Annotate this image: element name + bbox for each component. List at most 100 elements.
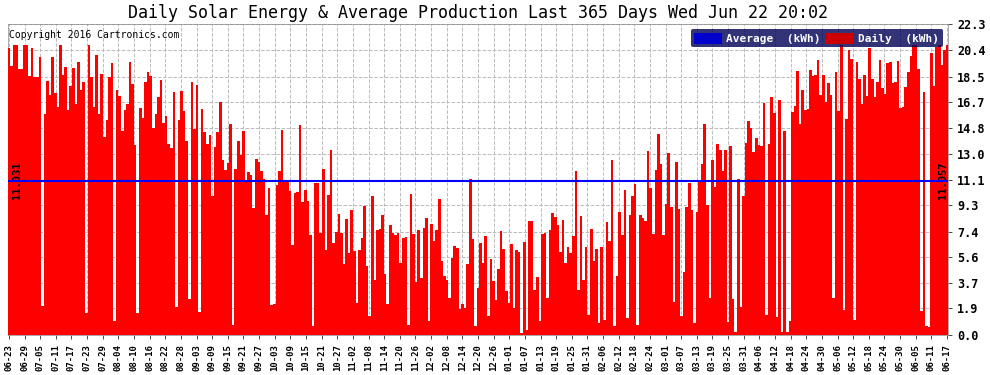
Bar [603, 320, 606, 335]
Bar [786, 332, 788, 335]
Bar [132, 84, 134, 335]
Bar [296, 192, 299, 335]
Bar [420, 278, 423, 335]
Bar [670, 207, 672, 335]
Bar [907, 72, 910, 335]
Bar [822, 75, 825, 335]
Bar [178, 120, 180, 335]
Bar [224, 170, 227, 335]
Bar [248, 172, 249, 335]
Bar [446, 280, 448, 335]
Bar [606, 222, 608, 335]
Bar [49, 94, 51, 335]
Bar [346, 219, 347, 335]
Bar [884, 94, 886, 335]
Bar [693, 323, 696, 335]
Bar [67, 110, 69, 335]
Bar [172, 92, 175, 335]
Bar [355, 303, 358, 335]
Bar [335, 232, 338, 335]
Bar [897, 61, 899, 335]
Bar [363, 206, 366, 335]
Bar [490, 259, 492, 335]
Bar [458, 309, 461, 335]
Bar [534, 290, 536, 335]
Bar [526, 330, 529, 335]
Bar [744, 143, 747, 335]
Bar [260, 171, 262, 335]
Bar [850, 59, 853, 335]
Bar [866, 96, 868, 335]
Bar [513, 308, 516, 335]
Bar [415, 282, 418, 335]
Bar [539, 321, 542, 335]
Bar [871, 79, 873, 335]
Bar [51, 57, 54, 335]
Bar [765, 315, 768, 335]
Bar [858, 80, 860, 335]
Bar [80, 90, 82, 335]
Bar [742, 196, 744, 335]
Bar [119, 96, 121, 335]
Bar [360, 238, 363, 335]
Bar [762, 104, 765, 335]
Bar [124, 110, 126, 335]
Bar [654, 170, 657, 335]
Bar [249, 175, 252, 335]
Bar [243, 131, 245, 335]
Bar [368, 316, 371, 335]
Bar [698, 182, 701, 335]
Bar [678, 209, 680, 335]
Bar [561, 220, 564, 335]
Bar [204, 132, 206, 335]
Bar [245, 181, 248, 335]
Bar [619, 212, 621, 335]
Bar [265, 214, 268, 335]
Bar [59, 45, 61, 335]
Bar [85, 312, 87, 335]
Bar [410, 194, 412, 335]
Bar [36, 77, 39, 335]
Bar [770, 97, 773, 335]
Bar [580, 216, 582, 335]
Title: Daily Solar Energy & Average Production Last 365 Days Wed Jun 22 20:02: Daily Solar Energy & Average Production … [128, 4, 828, 22]
Bar [162, 123, 164, 335]
Bar [752, 152, 755, 335]
Bar [680, 316, 683, 335]
Bar [384, 274, 386, 335]
Bar [283, 180, 286, 335]
Bar [781, 332, 783, 335]
Bar [18, 69, 21, 335]
Bar [717, 144, 719, 335]
Bar [103, 137, 106, 335]
Bar [175, 308, 178, 335]
Bar [621, 235, 624, 335]
Bar [8, 48, 10, 335]
Bar [347, 253, 350, 335]
Bar [108, 77, 111, 335]
Bar [722, 171, 724, 335]
Bar [47, 81, 49, 335]
Bar [755, 138, 757, 335]
Bar [590, 229, 593, 335]
Bar [93, 108, 95, 335]
Bar [556, 225, 559, 335]
Bar [222, 160, 224, 335]
Bar [262, 179, 265, 335]
Bar [495, 300, 497, 335]
Bar [77, 62, 80, 335]
Bar [665, 204, 667, 335]
Bar [425, 218, 428, 335]
Bar [121, 131, 124, 335]
Bar [448, 298, 450, 335]
Bar [257, 162, 260, 335]
Bar [838, 111, 841, 335]
Bar [330, 150, 333, 335]
Bar [516, 249, 518, 335]
Bar [492, 281, 495, 335]
Bar [918, 69, 920, 335]
Bar [100, 74, 103, 335]
Bar [796, 72, 799, 335]
Bar [760, 146, 762, 335]
Bar [940, 65, 943, 335]
